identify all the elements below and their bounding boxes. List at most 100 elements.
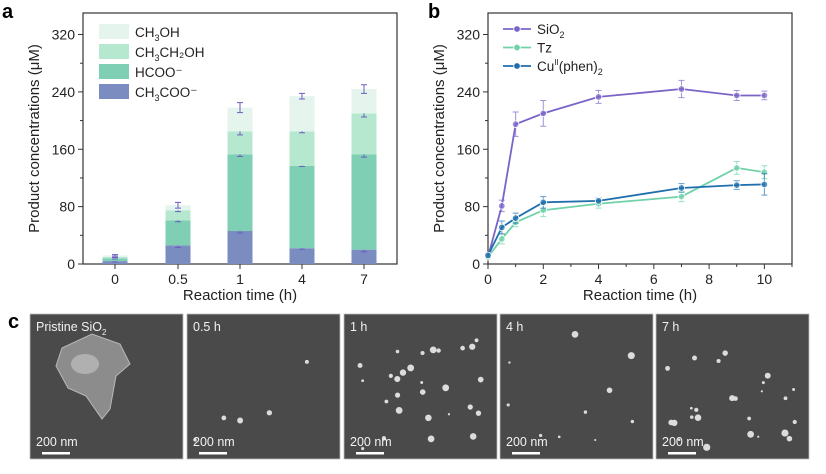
nanoparticle [539,433,543,438]
legend-label-rest: CH₂OH [160,45,205,60]
bar-segment [289,248,315,264]
nanoparticle [361,379,365,383]
y-tick-label: 240 [52,84,76,100]
nanoparticle [692,355,697,361]
bar-segment [351,249,377,264]
x-tick-label: 2 [539,271,547,287]
sem-label-main: Pristine SiO [36,320,102,334]
data-point [484,251,492,260]
nanoparticle [703,443,711,451]
sem-label-main: 7 h [662,320,679,334]
y-tick-label: 320 [457,27,481,43]
legend-label-main: CH [135,45,155,60]
panel-label-a: a [2,1,14,23]
x-tick-label: 0 [111,271,119,287]
x-tick-label: 6 [650,271,658,287]
data-point [594,93,603,101]
error-bar [175,201,181,209]
nanoparticle [694,407,699,412]
error-bar [112,254,118,257]
legend-swatch [99,64,129,79]
nanoparticle [395,349,400,354]
y-tick-label: 240 [457,84,481,100]
bar-segment [227,154,253,232]
nanoparticle [193,438,197,442]
legend-marker [513,62,521,70]
legend-label-sub: 2 [560,30,565,40]
scale-bar [199,452,227,455]
nanoparticle [783,396,788,401]
error-bar [237,102,243,114]
nanoparticle [469,343,476,350]
panel-label-c: c [8,311,19,333]
data-point [733,91,741,100]
legend-label: Tz [537,41,552,56]
sem-image-2: 1 h 200 nm [343,313,498,460]
y-tick-label: 0 [67,256,75,272]
error-bar [361,84,367,94]
data-point [677,184,686,192]
y-tick-label: 80 [59,199,75,215]
scale-bar [42,452,70,455]
nanoparticle [420,350,425,356]
bar-segment [351,113,377,155]
legend-swatch [99,24,129,39]
legend-label-main: HCOO⁻ [135,65,183,80]
sem-image-label: 4 h [506,320,523,334]
legend-label-sub: 3 [155,53,160,63]
data-point [539,109,547,118]
sem-image-label: Pristine SiO2 [36,320,107,337]
scale-bar-label: 200 nm [506,435,548,449]
nanoparticle [394,392,401,398]
scale-bar [356,452,384,455]
nanoparticle [381,436,387,441]
nanoparticle [361,446,365,451]
scale-bar-label: 200 nm [36,435,78,449]
nanoparticle [266,410,273,416]
data-point [733,164,741,172]
nanoparticle [407,364,415,372]
bar-segment [289,131,315,166]
nanoparticle [420,380,424,384]
nanoparticle [781,429,789,437]
nanoparticle [677,438,681,442]
nanoparticle [689,406,693,410]
nanoparticle [583,410,588,414]
y-tick-label: 160 [457,141,481,157]
data-point [677,85,686,93]
x-tick-label: 8 [705,271,713,287]
data-point [511,214,520,222]
nanoparticle [761,381,765,385]
legend-marker [513,43,521,52]
sem-label-main: 1 h [350,320,367,334]
sem-image-label: 7 h [662,320,679,334]
data-point [760,180,769,189]
error-bar [299,92,305,100]
bar-segment [102,261,128,264]
legend-label-rest: COO⁻ [160,85,198,100]
y-tick-label: 0 [472,256,480,272]
plot-frame [487,12,793,265]
legend-swatch [99,84,129,99]
nanoparticle [237,417,244,424]
nanoparticle [436,348,441,353]
bar-segment [351,154,377,250]
nanoparticle [467,404,473,410]
legend-label-main: Tz [537,41,552,56]
bar-segment [289,165,315,249]
nanoparticle [460,345,465,351]
data-point [498,235,506,243]
data-point [511,120,520,128]
nanoparticle [757,435,760,438]
scale-bar-label: 200 nm [350,435,392,449]
nanoparticle [557,435,561,439]
legend-label-sub: 3 [155,93,160,103]
nanoparticle [508,361,511,364]
nanoparticle [694,414,702,421]
nanoparticle [764,372,771,379]
legend-label-main: Cu [537,59,554,74]
sem-image-4: 7 h 200 nm [655,313,810,460]
bar-segment [165,220,191,246]
